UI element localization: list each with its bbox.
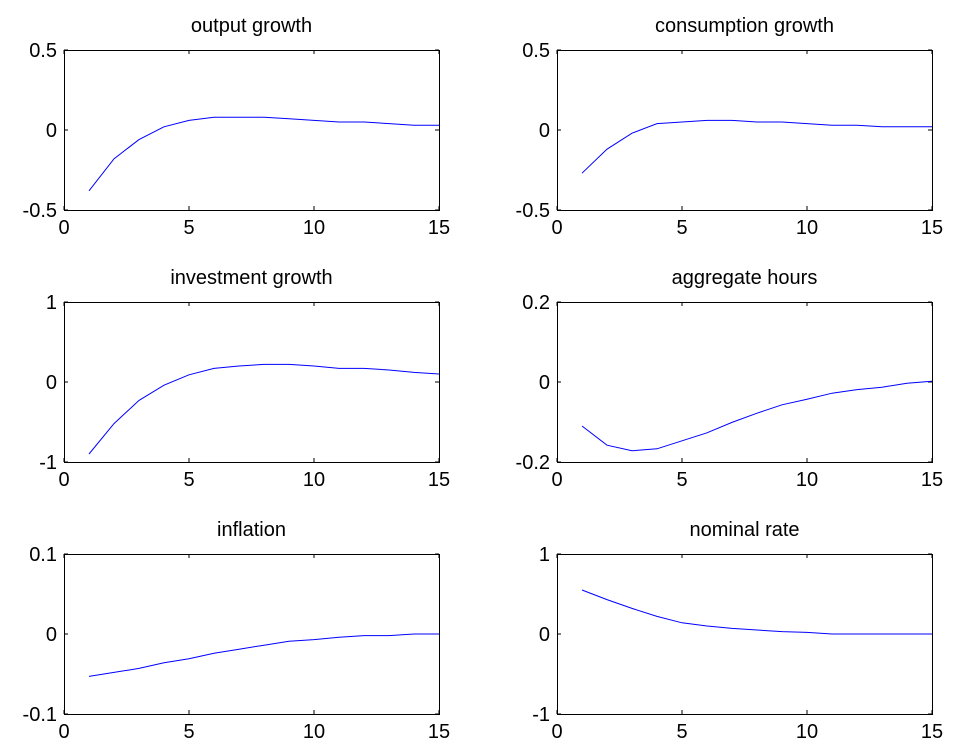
x-tick-label: 5 bbox=[183, 217, 194, 239]
x-tick-label: 5 bbox=[183, 469, 194, 491]
x-tick-label: 0 bbox=[551, 469, 562, 491]
x-tick-label: 15 bbox=[921, 469, 943, 491]
x-tick-label: 0 bbox=[551, 217, 562, 239]
x-tick-label: 15 bbox=[428, 721, 450, 743]
x-tick-label: 5 bbox=[676, 217, 687, 239]
x-tick-label: 5 bbox=[183, 721, 194, 743]
plot-frame bbox=[64, 302, 440, 463]
y-tick-label: 0.5 bbox=[522, 40, 550, 62]
series-line bbox=[581, 380, 933, 452]
x-tick-label: 0 bbox=[58, 721, 69, 743]
y-tick-label: 0.1 bbox=[29, 544, 57, 566]
y-tick-label: 0 bbox=[46, 120, 57, 142]
plot-frame bbox=[557, 50, 933, 211]
y-tick-label: -0.5 bbox=[516, 200, 550, 222]
y-tick-label: 0 bbox=[539, 120, 550, 142]
subplot-title: inflation bbox=[217, 519, 286, 541]
series-line bbox=[581, 119, 932, 174]
series-line bbox=[88, 363, 440, 455]
x-tick-label: 0 bbox=[58, 469, 69, 491]
y-tick-label: 0 bbox=[539, 372, 550, 394]
y-tick-label: 0.5 bbox=[29, 40, 57, 62]
y-tick-label: -1 bbox=[532, 704, 550, 726]
x-tick-label: 10 bbox=[796, 217, 818, 239]
y-tick-label: 0 bbox=[46, 624, 57, 646]
y-tick-label: -0.5 bbox=[23, 200, 57, 222]
y-tick-label: -1 bbox=[39, 452, 57, 474]
plot-frame bbox=[64, 554, 440, 715]
y-tick-label: 0 bbox=[46, 372, 57, 394]
x-tick-label: 10 bbox=[796, 721, 818, 743]
x-tick-label: 10 bbox=[303, 217, 325, 239]
series-line bbox=[88, 633, 439, 677]
x-tick-label: 0 bbox=[58, 217, 69, 239]
x-tick-label: 5 bbox=[676, 469, 687, 491]
plot-frame bbox=[557, 302, 933, 463]
x-tick-label: 10 bbox=[796, 469, 818, 491]
y-tick-label: 1 bbox=[539, 544, 550, 566]
x-tick-label: 5 bbox=[676, 721, 687, 743]
x-tick-label: 10 bbox=[303, 469, 325, 491]
x-tick-label: 0 bbox=[551, 721, 562, 743]
plot-frame bbox=[64, 50, 440, 211]
x-tick-label: 10 bbox=[303, 721, 325, 743]
y-tick-label: -0.1 bbox=[23, 704, 57, 726]
x-tick-label: 15 bbox=[428, 217, 450, 239]
subplot-title: nominal rate bbox=[689, 519, 799, 541]
x-tick-label: 15 bbox=[921, 217, 943, 239]
y-tick-label: 1 bbox=[46, 292, 57, 314]
subplot-title: output growth bbox=[191, 15, 312, 37]
subplot-title: aggregate hours bbox=[672, 267, 818, 289]
y-tick-label: -0.2 bbox=[516, 452, 550, 474]
y-tick-label: 0.2 bbox=[522, 292, 550, 314]
subplot-title: consumption growth bbox=[655, 15, 834, 37]
x-tick-label: 15 bbox=[428, 469, 450, 491]
y-tick-label: 0 bbox=[539, 624, 550, 646]
series-line bbox=[88, 116, 439, 192]
x-tick-label: 15 bbox=[921, 721, 943, 743]
subplot-title: investment growth bbox=[170, 267, 332, 289]
series-line bbox=[581, 589, 932, 635]
